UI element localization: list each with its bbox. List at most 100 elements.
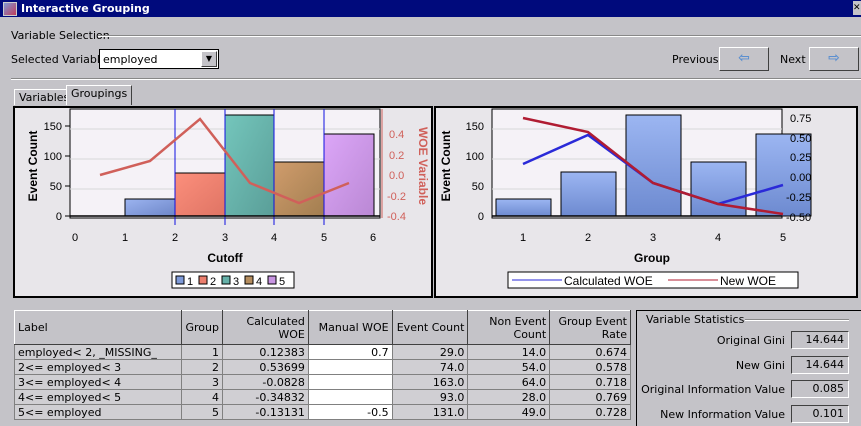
variable-statistics-title: Variable Statistics [646,313,745,326]
variable-statistics-panel: Variable Statistics Original Gini 14.644… [636,310,861,426]
svg-text:5: 5 [321,232,327,244]
table-row[interactable]: 2<= employed< 3 2 0.53699 74.0 54.0 0.57… [13,359,631,375]
cell-calculated-woe: -0.34832 [221,389,309,405]
tab-variables[interactable]: Variables [14,89,75,105]
stat-new-information-value: New Information Value 0.101 [660,405,849,423]
selected-variable-value: employed [103,52,158,66]
svg-text:0.2: 0.2 [389,150,404,162]
table-row[interactable]: 3<= employed< 4 3 -0.0828 163.0 64.0 0.7… [13,374,631,390]
window-title: Interactive Grouping [21,2,150,15]
close-icon[interactable]: ✕ [853,1,861,15]
svg-text:2: 2 [172,232,178,244]
cell-non-event-count: 54.0 [467,359,551,375]
cell-label: 3<= employed< 4 [13,374,183,390]
svg-text:0.4: 0.4 [389,129,404,141]
tab-groupings[interactable]: Groupings [66,85,133,105]
cell-group: 2 [181,359,223,375]
svg-text:1: 1 [122,232,128,244]
svg-text:5: 5 [780,232,786,244]
svg-text:New WOE: New WOE [720,274,776,288]
cell-manual-woe-input[interactable] [307,359,393,375]
svg-text:0: 0 [72,232,78,244]
stats-divider [745,319,849,321]
cell-event-count: 29.0 [391,344,469,360]
svg-text:4: 4 [715,232,721,244]
cell-non-event-count: 49.0 [467,404,551,420]
cell-manual-woe-input[interactable] [307,374,393,390]
cell-event-count: 163.0 [391,374,469,390]
cell-calculated-woe: -0.13131 [221,404,309,420]
stat-value: 14.644 [791,331,849,349]
col-calculated-woe[interactable]: Calculated WOE [221,310,309,345]
cutoff-chart[interactable]: 0 50 100 150 0 1 2 3 4 5 6 Cutoff Event Count 0.4… [15,108,431,296]
table-row[interactable]: employed< 2, _MISSING_ 1 0.12383 0.7 29.… [13,344,631,360]
svg-text:0.50: 0.50 [790,133,811,145]
cell-non-event-count: 28.0 [467,389,551,405]
svg-text:-0.50: -0.50 [786,212,811,224]
svg-text:3: 3 [233,276,239,288]
col-label[interactable]: Label [13,310,183,345]
selected-variable-label: Selected Variable [11,53,107,66]
cell-manual-woe-input[interactable]: -0.5 [307,404,393,420]
stat-value: 0.101 [791,405,849,423]
cell-group-event-rate: 0.769 [549,389,631,405]
stat-original-gini: Original Gini 14.644 [717,331,849,349]
svg-text:5: 5 [279,276,285,288]
cell-group: 1 [181,344,223,360]
group-chart[interactable]: 0 50 100 150 1 2 3 4 5 Group Event Count 0.75 0.… [436,108,856,296]
cell-label: 4<= employed< 5 [13,389,183,405]
svg-text:Cutoff: Cutoff [207,251,243,265]
col-manual-woe[interactable]: Manual WOE [307,310,393,345]
cell-group-event-rate: 0.674 [549,344,631,360]
next-label: Next [780,53,806,66]
svg-text:100: 100 [44,151,62,163]
svg-text:6: 6 [370,232,376,244]
previous-button[interactable]: ⇦ [719,47,769,71]
next-button[interactable]: ⇨ [809,47,859,71]
cell-manual-woe-input[interactable] [307,389,393,405]
cell-calculated-woe: -0.0828 [221,374,309,390]
cell-non-event-count: 14.0 [467,344,551,360]
svg-text:0.00: 0.00 [790,172,811,184]
col-group-event-rate[interactable]: Group Event Rate [549,310,631,345]
stat-original-information-value: Original Information Value 0.085 [641,380,849,398]
cell-group-event-rate: 0.728 [549,404,631,420]
cell-manual-woe-input[interactable]: 0.7 [307,344,393,360]
svg-text:150: 150 [466,121,484,133]
svg-text:50: 50 [50,181,62,193]
section-divider [98,35,861,37]
svg-text:1: 1 [187,276,193,288]
svg-text:0.25: 0.25 [790,152,811,164]
svg-text:2: 2 [585,232,591,244]
svg-text:-0.25: -0.25 [786,192,811,204]
left-arrow-icon: ⇦ [738,50,750,66]
cell-label: 5<= employed [13,404,183,420]
cell-group-event-rate: 0.578 [549,359,631,375]
cell-event-count: 93.0 [391,389,469,405]
groupings-table[interactable]: Label Group Calculated WOE Manual WOE Ev… [13,310,632,426]
table-row[interactable]: 5<= employed 5 -0.13131 -0.5 131.0 49.0 … [13,404,631,420]
svg-text:4: 4 [271,232,277,244]
cell-non-event-count: 64.0 [467,374,551,390]
col-non-event-count[interactable]: Non Event Count [467,310,551,345]
selected-variable-dropdown[interactable]: employed ▼ [99,49,219,69]
svg-text:3: 3 [222,232,228,244]
svg-text:0: 0 [478,211,484,223]
svg-text:2: 2 [210,276,216,288]
cell-calculated-woe: 0.12383 [221,344,309,360]
cell-event-count: 74.0 [391,359,469,375]
cell-group: 5 [181,404,223,420]
right-arrow-icon: ⇨ [828,50,840,66]
svg-text:4: 4 [256,276,262,288]
variable-selection-label: Variable Selection [11,29,110,42]
stat-value: 0.085 [791,380,849,398]
svg-text:100: 100 [466,151,484,163]
col-group[interactable]: Group [181,310,223,345]
cell-label: 2<= employed< 3 [13,359,183,375]
svg-text:WOE Variable: WOE Variable [416,127,430,205]
table-row[interactable]: 4<= employed< 5 4 -0.34832 93.0 28.0 0.7… [13,389,631,405]
col-event-count[interactable]: Event Count [391,310,469,345]
svg-text:0.75: 0.75 [790,113,811,125]
chevron-down-icon[interactable]: ▼ [201,51,217,67]
svg-text:50: 50 [472,181,484,193]
